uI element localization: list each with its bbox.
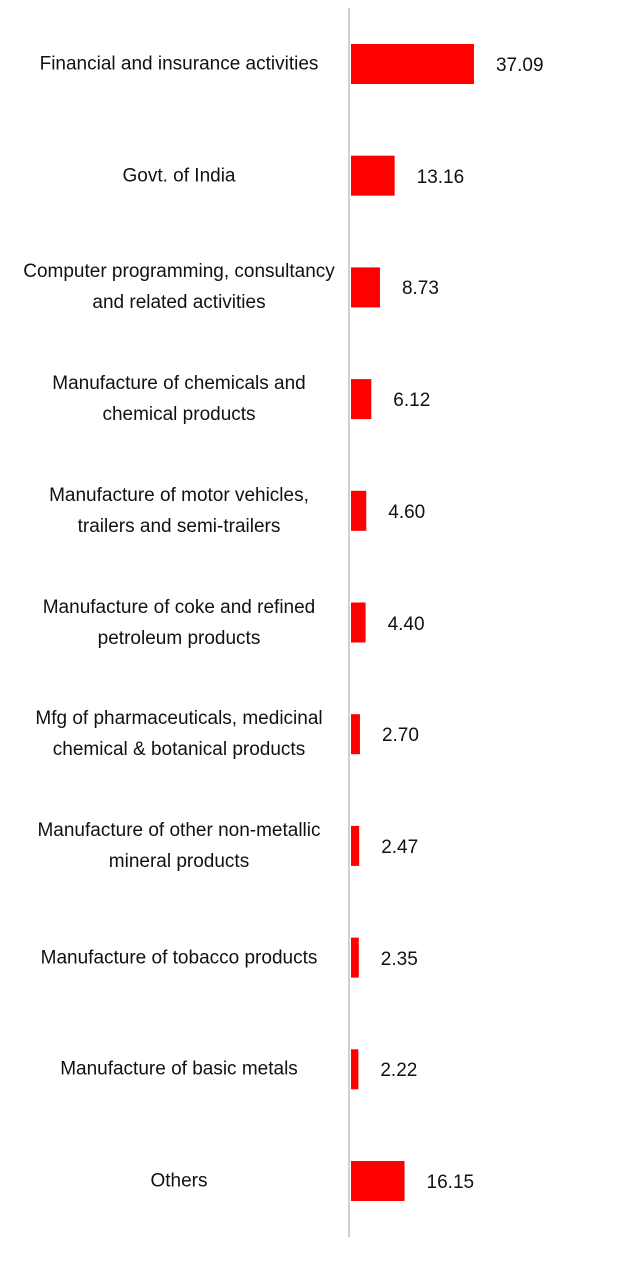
bar <box>351 44 474 84</box>
value-label: 2.70 <box>381 725 419 747</box>
value-label: 13.16 <box>416 166 465 188</box>
bar <box>351 937 359 978</box>
category-label: Financial and insurance activities <box>39 53 319 75</box>
category-label: Mfg of pharmaceuticals, medicinal chemic… <box>35 708 323 761</box>
category-label: Manufacture of chemicals and chemical pr… <box>52 373 306 426</box>
value-label: 8.73 <box>401 278 439 300</box>
bar <box>351 714 360 755</box>
category-label: Manufacture of other non-metallic minera… <box>37 819 321 872</box>
category-label: Manufacture of coke and refined petroleu… <box>42 596 316 649</box>
bar <box>351 1161 405 1201</box>
bar <box>351 1049 359 1090</box>
bar <box>351 825 360 866</box>
value-label: 4.40 <box>387 613 425 635</box>
bar <box>351 602 366 643</box>
value-label: 2.35 <box>380 948 418 970</box>
bar <box>351 155 395 196</box>
category-label: Govt. of India <box>122 165 236 187</box>
value-label: 4.60 <box>388 501 426 523</box>
bar <box>351 490 367 531</box>
value-label: 16.15 <box>426 1172 475 1193</box>
value-label: 37.09 <box>495 55 544 76</box>
category-label: Others <box>150 1170 208 1192</box>
value-label: 2.22 <box>380 1060 418 1082</box>
category-label: Manufacture of tobacco products <box>40 947 318 969</box>
category-label: Manufacture of basic metals <box>60 1058 298 1080</box>
value-label: 6.12 <box>393 390 431 412</box>
category-label: Computer programming, consultancy and re… <box>23 261 335 314</box>
category-label: Manufacture of motor vehicles, trailers … <box>49 484 309 537</box>
bar <box>351 267 380 308</box>
value-label: 2.47 <box>381 836 419 858</box>
bar <box>351 379 372 420</box>
